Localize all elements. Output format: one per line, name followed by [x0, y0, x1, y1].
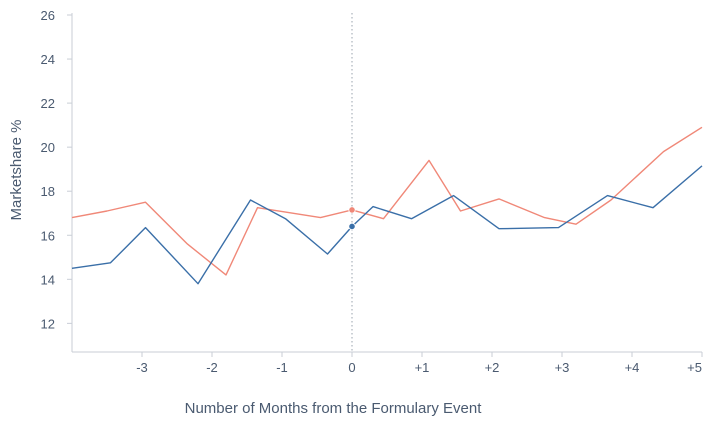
x-tick-label: 0	[348, 360, 355, 375]
y-axis: 12 14 16 18 20 22 24 26	[41, 8, 73, 352]
x-tick-label: +4	[625, 360, 640, 375]
y-axis-title: Marketshare %	[8, 120, 25, 221]
x-tick-label: +3	[555, 360, 570, 375]
x-tick-label: +2	[485, 360, 500, 375]
y-tick-label: 26	[41, 8, 55, 23]
series-line-1	[71, 126, 703, 276]
x-axis: -3 -2 -1 0 +1 +2 +3 +4 +5	[72, 351, 703, 375]
x-tick-label: -3	[136, 360, 148, 375]
x-tick-label: +5	[687, 360, 702, 375]
y-tick-label: 14	[41, 272, 55, 287]
x-tick-label: -2	[206, 360, 218, 375]
event-point-2	[348, 222, 356, 231]
event-point-1	[348, 206, 356, 214]
series-lines	[71, 126, 703, 285]
series-line-2	[71, 165, 703, 285]
x-axis-title: Number of Months from the Formulary Even…	[185, 400, 483, 417]
y-tick-label: 16	[41, 228, 55, 243]
y-tick-label: 22	[41, 96, 55, 111]
y-tick-label: 20	[41, 140, 55, 155]
y-tick-label: 18	[41, 184, 55, 199]
x-tick-label: +1	[415, 360, 430, 375]
x-tick-label: -1	[276, 360, 288, 375]
y-tick-label: 24	[41, 52, 55, 67]
event-points	[348, 206, 356, 231]
y-tick-label: 12	[41, 316, 55, 331]
